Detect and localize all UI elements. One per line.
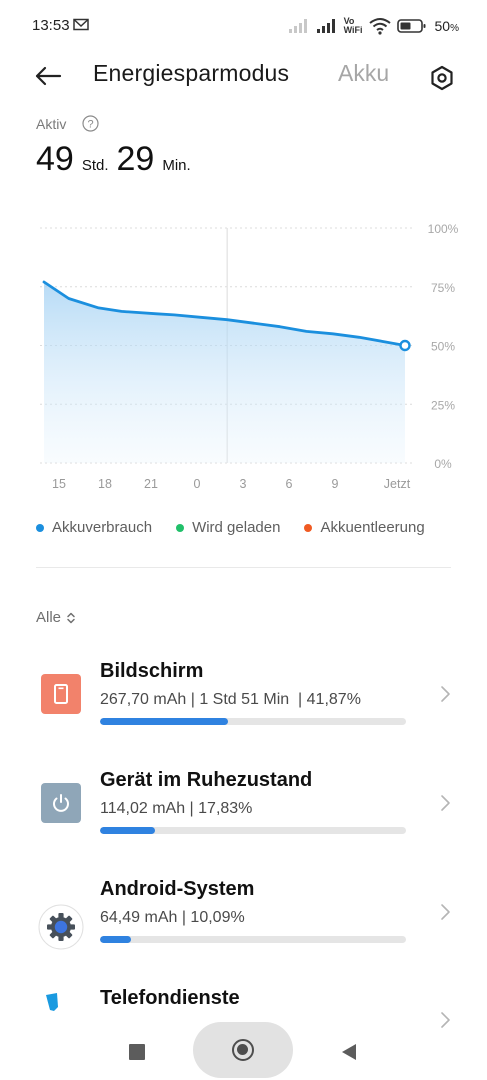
usage-bar-track xyxy=(100,936,406,943)
x-tick-label: 3 xyxy=(240,477,247,491)
active-minutes-unit: Min. xyxy=(162,157,191,174)
status-icons: Vo WiFi 50% xyxy=(288,14,459,38)
legend-item: Akkuentleerung xyxy=(304,519,425,536)
app-name: Bildschirm xyxy=(100,660,204,682)
filter-dropdown[interactable]: Alle xyxy=(36,609,76,626)
y-tick-label: 100% xyxy=(428,222,459,236)
y-tick-label: 50% xyxy=(431,340,455,354)
chart-legend: Akkuverbrauch Wird geladen Akkuentleerung xyxy=(36,519,425,536)
navigation-bar xyxy=(0,1020,487,1080)
x-tick-label: 15 xyxy=(52,477,66,491)
phone-services-icon xyxy=(41,987,81,1027)
app-usage-detail: 64,49 mAh | 10,09% xyxy=(100,909,245,926)
power-icon xyxy=(41,783,81,823)
signal-2-icon xyxy=(316,19,335,33)
arrow-left-icon[interactable] xyxy=(34,66,62,86)
chevron-right-icon xyxy=(441,686,450,702)
active-time: 49 Std. 29 Min. xyxy=(36,140,199,179)
active-label: Aktiv xyxy=(36,116,67,132)
app-usage-row[interactable]: Android-System 64,49 mAh | 10,09% xyxy=(0,868,487,968)
legend-dot-icon xyxy=(36,523,44,532)
vowifi-icon: Vo WiFi xyxy=(344,17,363,35)
page-title: Energiesparmodus xyxy=(93,60,290,86)
header: Energiesparmodus Akku xyxy=(0,54,487,96)
home-button[interactable] xyxy=(193,1022,293,1078)
legend-label: Wird geladen xyxy=(192,519,281,536)
usage-bar-track xyxy=(100,827,406,834)
series-line xyxy=(42,280,407,347)
status-time: 13:53 xyxy=(32,17,70,34)
recents-square-icon[interactable] xyxy=(129,1044,145,1060)
current-point xyxy=(399,339,411,352)
help-icon[interactable]: ? xyxy=(82,115,99,132)
active-hours: 49 xyxy=(36,140,74,178)
home-circle-icon xyxy=(232,1039,254,1061)
sort-updown-icon xyxy=(67,612,75,623)
screen-icon xyxy=(41,674,81,714)
x-tick-label: 9 xyxy=(332,477,339,491)
app-usage-row[interactable]: Telefondienste xyxy=(0,977,487,1077)
vowifi-vo: Vo xyxy=(343,16,355,26)
wifi-icon xyxy=(368,18,391,35)
usage-bar-fill xyxy=(100,718,229,725)
x-tick-label: 21 xyxy=(144,477,158,491)
app-name: Gerät im Ruhezustand xyxy=(100,769,313,791)
back-triangle-icon[interactable] xyxy=(341,1043,357,1061)
x-tick-label: 0 xyxy=(194,477,201,491)
vowifi-wifi: WiFi xyxy=(343,25,363,35)
tab-akku[interactable]: Akku xyxy=(338,60,390,86)
app-name: Android-System xyxy=(100,878,255,900)
app-usage-detail: 114,02 mAh | 17,83% xyxy=(100,800,253,817)
x-tick-label: 6 xyxy=(286,477,293,491)
legend-label: Akkuentleerung xyxy=(320,519,425,536)
android-system-gear-icon xyxy=(38,904,84,950)
battery-icon xyxy=(396,19,426,33)
filter-label: Alle xyxy=(36,609,62,626)
chevron-right-icon xyxy=(441,795,450,811)
active-minutes: 29 xyxy=(116,140,155,178)
y-tick-label: 25% xyxy=(431,398,455,412)
usage-bar-fill xyxy=(100,827,155,834)
usage-bar-fill xyxy=(100,936,131,943)
legend-dot-icon xyxy=(304,523,313,532)
legend-label: Akkuverbrauch xyxy=(52,519,153,536)
x-tick-label: Jetzt xyxy=(384,477,411,491)
signal-1-icon xyxy=(288,19,307,33)
chevron-right-icon xyxy=(441,904,450,920)
app-usage-row[interactable]: Gerät im Ruhezustand 114,02 mAh | 17,83% xyxy=(0,759,487,859)
mail-icon xyxy=(73,18,89,31)
series-area xyxy=(44,282,405,463)
app-usage-row[interactable]: Bildschirm 267,70 mAh | 1 Std 51 Min | 41… xyxy=(0,650,487,750)
battery-usage-chart: 0% 25% 50% 75% 100% 15 18 21 0 3 6 9 Jetzt xyxy=(40,222,459,491)
x-tick-label: 18 xyxy=(98,477,112,491)
app-name: Telefondienste xyxy=(100,987,240,1009)
battery-percent: 50% xyxy=(434,18,459,34)
svg-text:?: ? xyxy=(87,119,93,131)
y-tick-label: 0% xyxy=(434,457,452,471)
usage-bar-track xyxy=(100,718,406,725)
legend-item: Akkuverbrauch xyxy=(36,519,152,536)
divider xyxy=(36,567,451,568)
status-bar: 13:53 Vo WiFi xyxy=(0,0,487,54)
legend-dot-icon xyxy=(176,523,185,532)
chevron-right-icon xyxy=(441,1012,450,1028)
active-hours-unit: Std. xyxy=(81,157,109,174)
legend-item: Wird geladen xyxy=(176,519,280,536)
settings-icon[interactable] xyxy=(429,65,455,91)
app-usage-detail: 267,70 mAh | 1 Std 51 Min | 41,87% xyxy=(100,691,361,708)
y-tick-label: 75% xyxy=(431,281,455,295)
